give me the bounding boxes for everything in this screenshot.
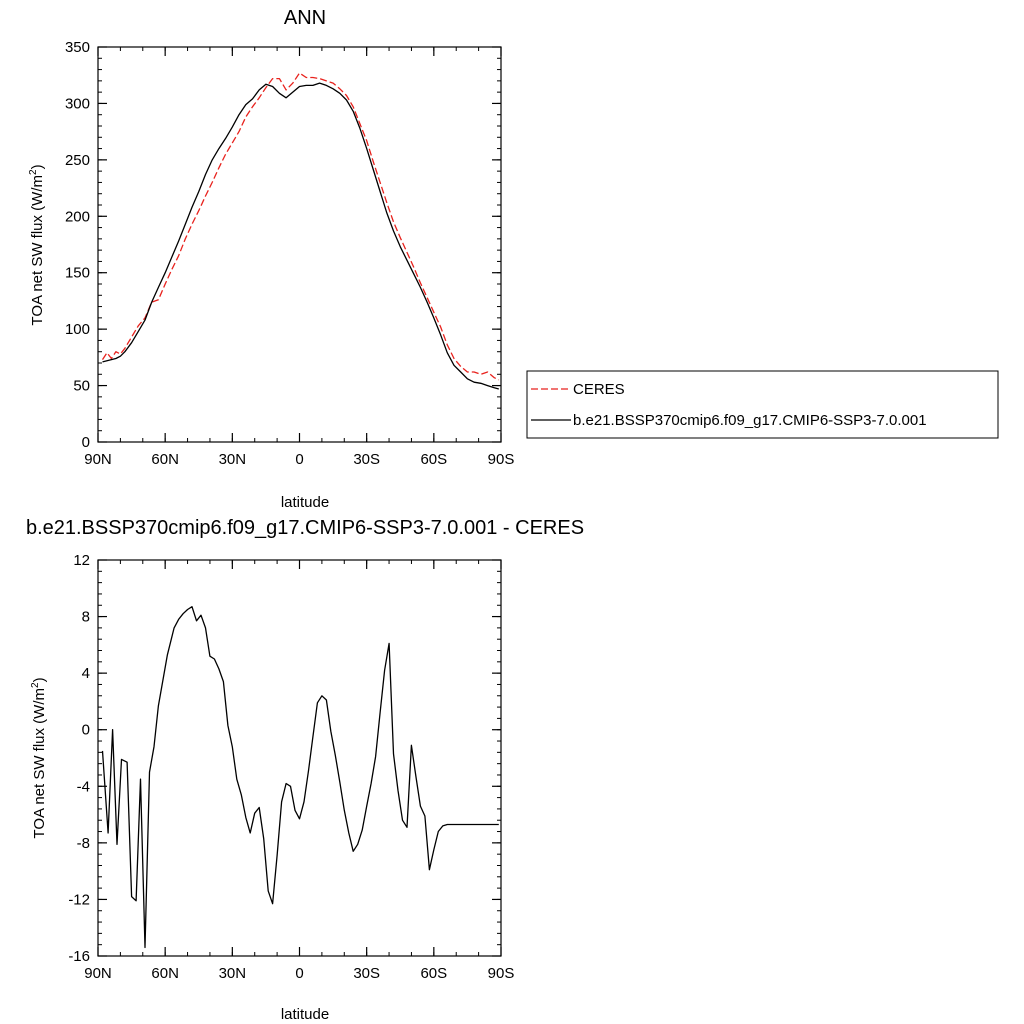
chart-1-series-ceres bbox=[101, 72, 500, 381]
x-tick-label: 60N bbox=[151, 965, 179, 982]
y-tick-label: 350 bbox=[65, 39, 90, 56]
chart-2-ylabel-superscript: 2 bbox=[30, 682, 41, 688]
legend-model-label: b.e21.BSSP370cmip6.f09_g17.CMIP6-SSP3-7.… bbox=[573, 412, 927, 429]
legend-ceres-label: CERES bbox=[573, 381, 625, 398]
chart-1-ylabel: TOA net SW flux (W/m2) bbox=[28, 164, 46, 325]
y-tick-label: -8 bbox=[77, 835, 90, 852]
y-tick-label: 100 bbox=[65, 321, 90, 338]
x-tick-label: 0 bbox=[295, 451, 303, 468]
chart-1-plot-frame bbox=[97, 46, 502, 443]
chart-2-series-group bbox=[101, 606, 499, 949]
chart-1-xlabel: latitude bbox=[281, 494, 329, 511]
chart-2: b.e21.BSSP370cmip6.f09_g17.CMIP6-SSP3-7.… bbox=[26, 517, 584, 1023]
chart-2-ticks-group: 90N 60N 30N 0 30S 60S 90S -16 -12 -8 -4 0 4 8 12 bbox=[68, 552, 514, 982]
y-tick-label: 200 bbox=[65, 208, 90, 225]
chart-1-title: ANN bbox=[284, 7, 326, 29]
y-tick-label: 0 bbox=[82, 722, 90, 739]
y-tick-label: 8 bbox=[82, 609, 90, 626]
y-tick-label: 250 bbox=[65, 152, 90, 169]
chart-2-ylabel-main: TOA net SW flux (W/m bbox=[31, 688, 48, 839]
x-tick-label: 90N bbox=[84, 451, 112, 468]
x-tick-label: 60S bbox=[420, 451, 447, 468]
x-tick-label: 90S bbox=[488, 451, 515, 468]
y-tick-label: 4 bbox=[82, 665, 90, 682]
chart-1-ylabel-close: ) bbox=[29, 164, 46, 169]
y-tick-label: 150 bbox=[65, 265, 90, 282]
y-tick-label: -12 bbox=[68, 891, 90, 908]
y-tick-label: 0 bbox=[82, 434, 90, 451]
chart-2-ylabel: TOA net SW flux (W/m2) bbox=[30, 677, 48, 838]
x-tick-label: 30S bbox=[353, 965, 380, 982]
x-tick-label: 30N bbox=[219, 965, 247, 982]
x-tick-label: 30N bbox=[219, 451, 247, 468]
y-tick-label: 300 bbox=[65, 95, 90, 112]
legend-box bbox=[526, 370, 999, 439]
chart-1-ylabel-main: TOA net SW flux (W/m bbox=[29, 175, 46, 326]
x-tick-label: 0 bbox=[295, 965, 303, 982]
chart-2-xlabel: latitude bbox=[281, 1006, 329, 1023]
chart-2-plot-frame bbox=[97, 559, 502, 957]
chart-2-title: b.e21.BSSP370cmip6.f09_g17.CMIP6-SSP3-7.… bbox=[26, 517, 584, 539]
x-tick-label: 60S bbox=[420, 965, 447, 982]
y-tick-label: 12 bbox=[73, 552, 90, 569]
chart-1-ylabel-superscript: 2 bbox=[28, 169, 39, 175]
chart-1-series-b-e21-bssp370cmip6-f09-g17-cmip6-ssp3-7-0-001 bbox=[102, 82, 499, 390]
x-tick-label: 90S bbox=[488, 965, 515, 982]
y-tick-label: -4 bbox=[77, 778, 90, 795]
y-tick-label: -16 bbox=[68, 948, 90, 965]
chart-2-ylabel-close: ) bbox=[31, 677, 48, 682]
x-tick-label: 30S bbox=[353, 451, 380, 468]
chart-1: ANN 90N 60N 30N 0 30S 60S 90S 0 50 100 150 200 250 30… bbox=[28, 7, 999, 511]
x-tick-label: 90N bbox=[84, 965, 112, 982]
x-tick-label: 60N bbox=[151, 451, 179, 468]
chart-1-series-group bbox=[101, 72, 500, 390]
chart-2-series-difference bbox=[101, 606, 499, 949]
y-tick-label: 50 bbox=[73, 378, 90, 395]
chart-1-legend: CERES b.e21.BSSP370cmip6.f09_g17.CMIP6-S… bbox=[526, 370, 999, 439]
chart-1-ticks-group: 90N 60N 30N 0 30S 60S 90S 0 50 100 150 200 250 300 350 bbox=[65, 39, 514, 468]
